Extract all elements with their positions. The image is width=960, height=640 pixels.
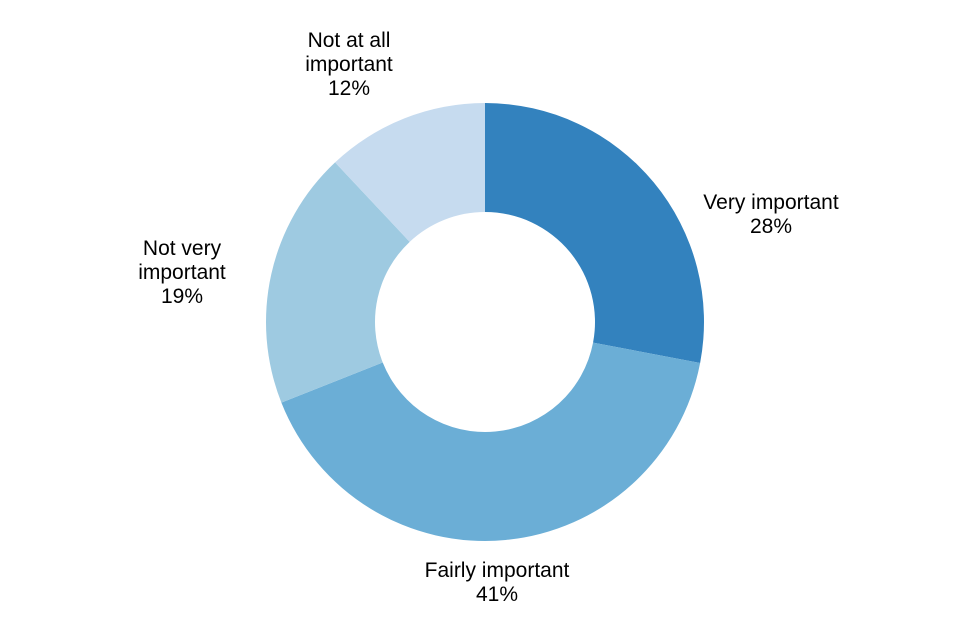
slice-label-very-important: Very important 28% xyxy=(703,191,839,238)
donut-slices xyxy=(266,103,704,541)
slice-label-not-very-important: Not very important 19% xyxy=(138,237,226,308)
slice-very-important xyxy=(485,103,704,364)
slice-fairly-important xyxy=(281,342,701,541)
slice-not-at-all-important xyxy=(335,103,485,242)
slice-not-very-important xyxy=(266,162,410,403)
slice-label-not-at-all-important: Not at all important 12% xyxy=(305,29,393,100)
slice-label-fairly-important: Fairly important 41% xyxy=(425,559,570,606)
slice-labels: Very important 28% Fairly important 41% Not … xyxy=(138,29,839,606)
